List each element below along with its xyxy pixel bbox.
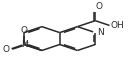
Text: OH: OH (110, 21, 124, 30)
Text: N: N (21, 40, 27, 49)
Text: O: O (21, 26, 28, 35)
Text: O: O (2, 45, 9, 54)
Text: -: - (25, 28, 27, 33)
Text: O: O (96, 2, 103, 11)
Text: +: + (24, 40, 29, 45)
Text: N: N (97, 28, 104, 37)
